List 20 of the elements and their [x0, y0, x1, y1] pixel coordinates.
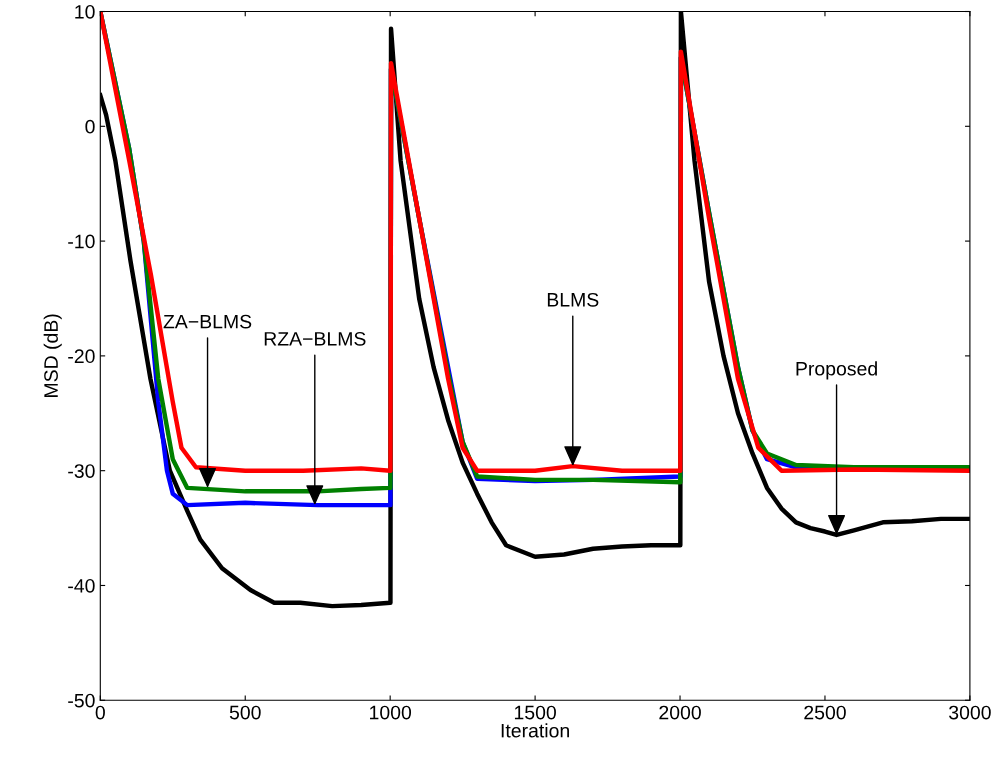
y-tick-label: -40: [68, 578, 95, 593]
x-tick-label: 1500: [514, 705, 556, 720]
y-tick-label: -50: [68, 693, 95, 708]
y-tick-label: -10: [68, 234, 95, 249]
x-tick-label: 500: [229, 705, 261, 720]
x-tick-label: 2500: [804, 705, 846, 720]
x-tick-label: 0: [95, 705, 105, 720]
annotation: RZA−BLMS: [264, 331, 366, 346]
y-axis-title: MSD (dB): [43, 314, 62, 397]
x-axis-title: Iteration: [501, 723, 569, 738]
y-tick-label: 0: [85, 119, 95, 134]
annotation: ZA−BLMS: [163, 314, 252, 329]
x-tick-label: 2000: [659, 705, 701, 720]
y-tick-label: -30: [68, 464, 95, 478]
x-tick-label: 3000: [949, 705, 991, 720]
y-tick-label: -20: [68, 349, 95, 364]
x-tick-label: 1000: [370, 705, 412, 720]
annotation: Proposed: [796, 361, 877, 380]
annotation: BLMS: [547, 292, 599, 307]
y-tick-label: 10: [75, 4, 95, 19]
